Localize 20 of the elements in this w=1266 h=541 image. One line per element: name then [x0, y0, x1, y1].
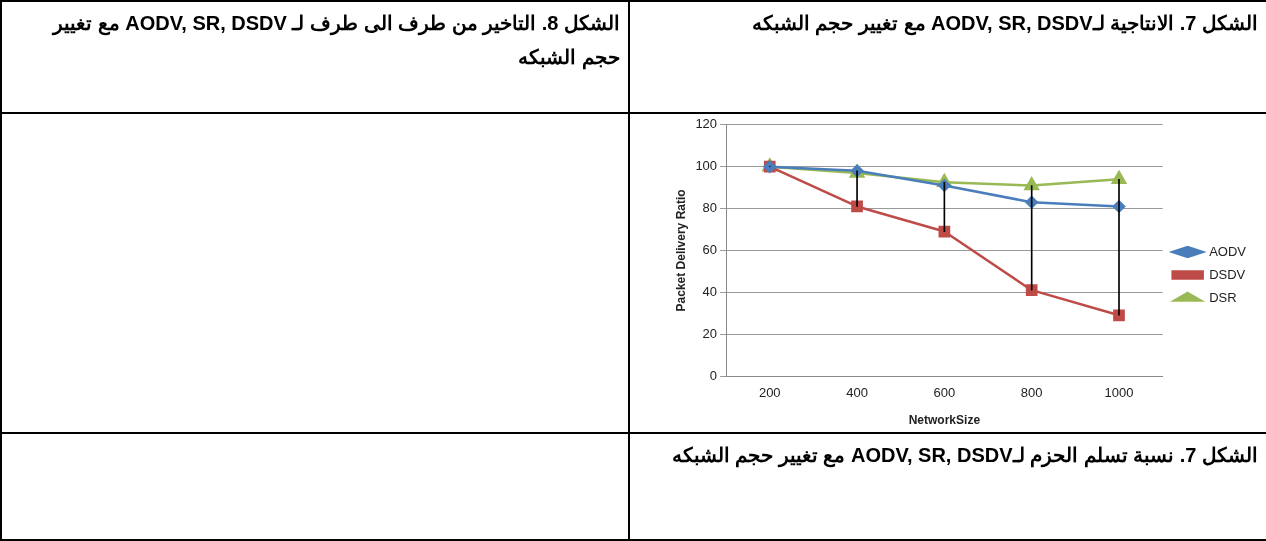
- y-tick-label: 0: [709, 367, 718, 383]
- x-tick-label: 1000: [1104, 385, 1134, 401]
- text: الشكل 8. التاخير من طرف الى طرف لـ AODV, SR, DSDV مع تغيير حجم الشبكه: [1, 1, 629, 113]
- x-tick-label: 200: [758, 385, 781, 401]
- text: الشكل 7. الانتاجية لـAODV, SR, DSDV مع تغيير حجم الشبكه: [629, 1, 1266, 113]
- legend-label: DSDV: [1209, 266, 1246, 282]
- y-tick-label: 100: [695, 158, 718, 174]
- y-tick-label: 20: [702, 325, 718, 341]
- y-tick-label: 120: [695, 116, 718, 132]
- y-axis-title: Packet Delivery Ratio: [673, 189, 688, 312]
- x-tick-label: 800: [1020, 385, 1043, 401]
- x-tick-label: 600: [933, 385, 956, 401]
- x-tick-label: 400: [846, 385, 868, 401]
- y-tick-label: 40: [702, 283, 718, 299]
- legend-label: AODV: [1209, 243, 1247, 259]
- y-tick-label: 60: [702, 241, 718, 257]
- text: الشكل 7. نسبة تسلم الحزم لـAODV, SR, DSDV مع تغيير حجم الشبكه: [629, 433, 1266, 540]
- x-axis-title: NetworkSize: [908, 413, 981, 428]
- legend-label: DSR: [1209, 289, 1237, 305]
- y-tick-label: 80: [702, 200, 718, 216]
